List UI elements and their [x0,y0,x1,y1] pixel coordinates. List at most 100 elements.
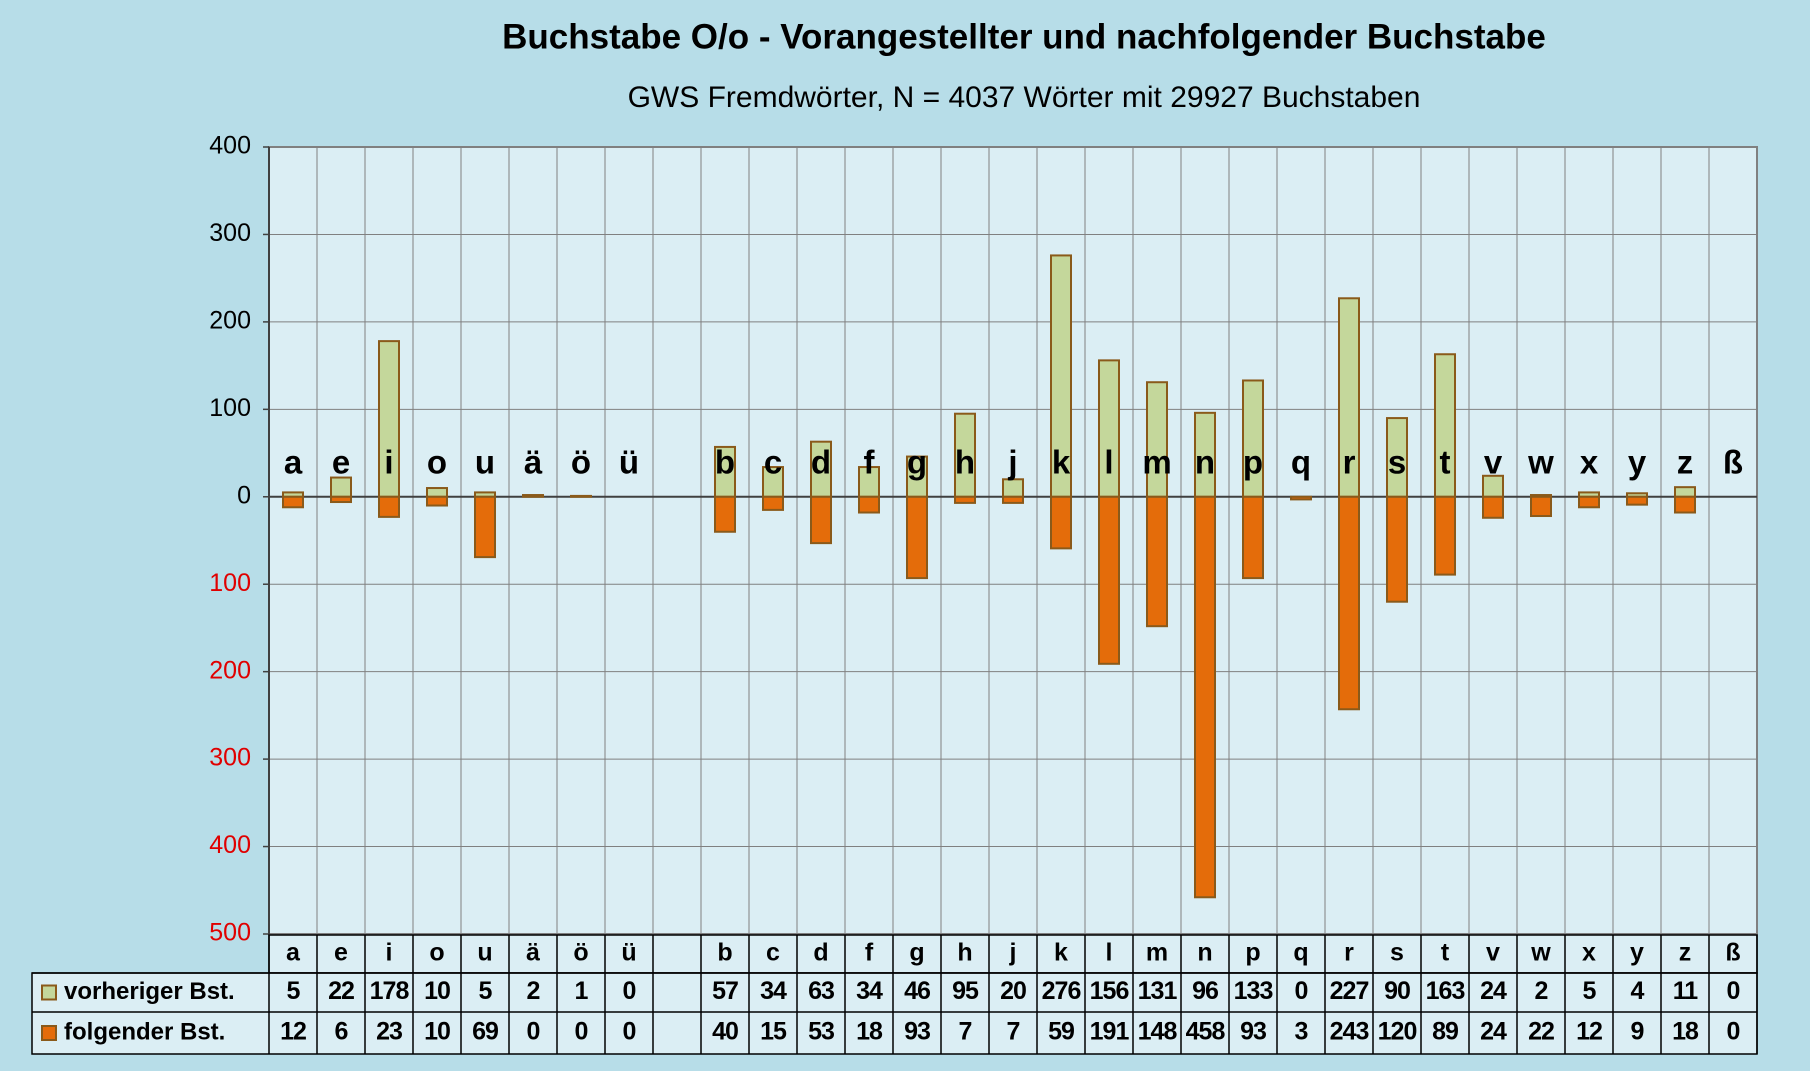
category-label: h [955,444,975,481]
bar [906,495,928,580]
table-value: 120 [1378,1018,1417,1046]
table-value: 63 [808,977,834,1005]
category-label: w [1527,444,1554,481]
table-header: m [1146,939,1168,967]
table-header: u [477,939,492,967]
category-label: n [1195,444,1215,481]
table-value: 0 [1727,977,1740,1005]
y-tick-label: 400 [209,831,251,859]
table-value: 5 [287,977,301,1005]
table-value: 93 [1240,1018,1266,1046]
bar [1146,495,1168,628]
category-label: e [332,444,350,481]
table-value: 46 [904,977,930,1005]
category-label: c [764,444,782,481]
category-label: z [1677,444,1694,481]
y-tick-label: 200 [209,656,251,684]
table-header: x [1582,939,1596,967]
category-label: a [284,444,303,481]
category-label: y [1628,444,1647,481]
table-header: ß [1725,939,1740,967]
bar [1002,478,1024,498]
table-value: 4 [1631,977,1645,1005]
table-value: 22 [328,977,354,1005]
y-tick-label: 100 [209,394,251,422]
bar [426,487,448,498]
table-header: j [1009,939,1017,967]
category-label: u [475,444,495,481]
table-value: 18 [1672,1018,1699,1046]
plot-area [268,146,1758,935]
table-header: ä [526,939,540,967]
y-tick-label: 500 [209,919,251,947]
table-header: k [1054,939,1068,967]
table-header: ü [621,939,636,967]
category-label: t [1440,444,1451,481]
table-value: 227 [1330,977,1369,1005]
category-label: b [715,444,735,481]
bar [570,494,592,498]
bar [474,495,496,559]
table-header: o [429,939,444,967]
bar [522,494,544,498]
table-header: d [813,939,828,967]
table-value: 148 [1138,1018,1178,1046]
table-value: 12 [280,1018,306,1046]
bar [1578,495,1600,509]
table-value: 12 [1576,1018,1602,1046]
table-value: 89 [1432,1018,1458,1046]
category-label: k [1052,444,1071,481]
bar [1338,495,1360,711]
table-value: 18 [856,1018,883,1046]
table-value: 163 [1426,977,1465,1005]
bar [330,495,352,504]
table-value: 131 [1138,977,1178,1005]
bar [378,495,400,518]
bar [1050,495,1072,550]
table-header: r [1344,939,1354,967]
legend-label: folgender Bst. [64,1018,225,1045]
table-value: 0 [623,1018,636,1046]
category-label: p [1243,444,1263,481]
category-label: i [384,444,393,481]
bar [1242,495,1264,580]
table-value: 15 [760,1018,787,1046]
category-label: s [1388,444,1406,481]
table-value: 133 [1234,977,1273,1005]
chart-subtitle: GWS Fremdwörter, N = 4037 Wörter mit 299… [628,81,1421,114]
table-header: z [1679,939,1692,967]
table-header: f [865,939,874,967]
category-label: j [1007,444,1017,481]
bar [1386,495,1408,603]
table-value: 7 [1007,1018,1020,1046]
table-value: 178 [370,977,410,1005]
table-value: 59 [1048,1018,1074,1046]
table-header-bg [268,934,1758,974]
bar [954,495,976,504]
bar [1002,495,1024,504]
legend-swatch [41,1025,57,1041]
category-label: m [1142,444,1171,481]
table-value: 57 [712,977,738,1005]
table-header: y [1630,939,1644,967]
y-tick-label: 200 [209,306,251,334]
table-value: 0 [527,1018,540,1046]
category-label: v [1484,444,1503,481]
bar [762,495,784,511]
table-value: 276 [1042,977,1081,1005]
table-value: 1 [575,977,589,1005]
table-value: 191 [1090,1018,1130,1046]
table-value: 90 [1384,977,1410,1005]
y-tick-label: 0 [237,481,251,509]
table-header: c [766,939,780,967]
table-value: 7 [959,1018,972,1046]
bar [1434,495,1456,576]
chart-title: Buchstabe O/o - Vorangestellter und nach… [502,17,1546,56]
bar [714,495,736,533]
table-header: s [1390,939,1404,967]
category-label: ä [524,444,543,481]
y-tick-label: 300 [209,744,251,772]
table-header: h [957,939,972,967]
table-header: n [1197,939,1212,967]
table-value: 24 [1480,977,1507,1005]
